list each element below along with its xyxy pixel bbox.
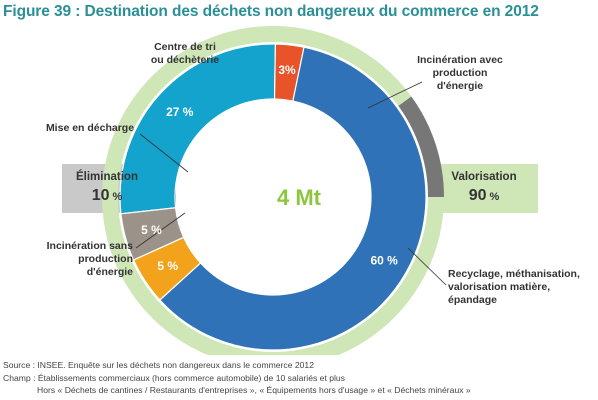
elimination-number: 10 — [92, 187, 110, 204]
label-incineration-avec-line-3: d'énergie — [437, 80, 483, 92]
elimination-unit: % — [113, 191, 123, 203]
elimination-value: 10% — [92, 187, 123, 204]
source-notes: Source : INSEE. Enquête sur les déchets … — [3, 359, 598, 397]
valorisation-unit: % — [490, 191, 500, 203]
valorisation-band — [430, 164, 538, 213]
value-label-decharge: 5 % — [141, 223, 162, 237]
leader-recyclage — [407, 247, 447, 286]
scope-line: Champ : Établissements commerciaux (hors… — [3, 372, 345, 383]
value-label-recyclage: 60 % — [371, 253, 399, 267]
leader-incineration-avec — [367, 81, 423, 109]
label-incineration-avec-line-2: production — [433, 67, 488, 79]
donut-chart: 27 % 3% 60 % 5 % 5 % 4 Mt Élimination 10 % Valori… — [46, 26, 580, 355]
elimination-label: Élimination — [76, 170, 138, 183]
valorisation-value: 90% — [469, 187, 500, 204]
slice-tri — [119, 43, 277, 215]
valorisation-number: 90 — [469, 187, 487, 204]
label-recyclage-line-1: Recyclage, méthanisation, — [448, 268, 580, 280]
source-line: Source : INSEE. Enquête sur les déchets … — [3, 360, 314, 370]
value-label-incineration-avec: 3% — [278, 63, 296, 77]
label-recyclage-line-2: valorisation matière, — [448, 281, 550, 293]
label-incineration-sans-line-2: production — [78, 253, 133, 265]
label-tri-line-1: Centre de tri — [154, 41, 216, 53]
value-label-incineration-sans: 5 % — [157, 259, 178, 273]
label-decharge-line-1: Mise en décharge — [46, 122, 134, 134]
label-incineration-avec-line-1: Incinération avec — [417, 54, 503, 66]
center-total: 4 Mt — [277, 185, 322, 210]
slice-decharge — [120, 207, 185, 261]
label-tri-line-2: ou déchèterie — [151, 54, 219, 66]
label-incineration-sans-line-1: Incinération sans — [47, 240, 134, 252]
chart-title: Figure 39 : Destination des déchets non … — [3, 3, 539, 20]
label-recyclage-line-3: épandage — [448, 294, 497, 306]
valorisation-label: Valorisation — [451, 171, 516, 183]
leader-decharge — [139, 133, 189, 173]
outer-ring-elimination — [398, 96, 444, 197]
value-label-tri: 27 % — [166, 105, 194, 119]
slice-recyclage — [158, 46, 427, 351]
leader-incineration-sans — [135, 212, 186, 249]
exclusions-line: Hors « Déchets de cantines / Restaurants… — [37, 385, 471, 395]
label-incineration-sans-line-3: d'énergie — [87, 266, 133, 278]
